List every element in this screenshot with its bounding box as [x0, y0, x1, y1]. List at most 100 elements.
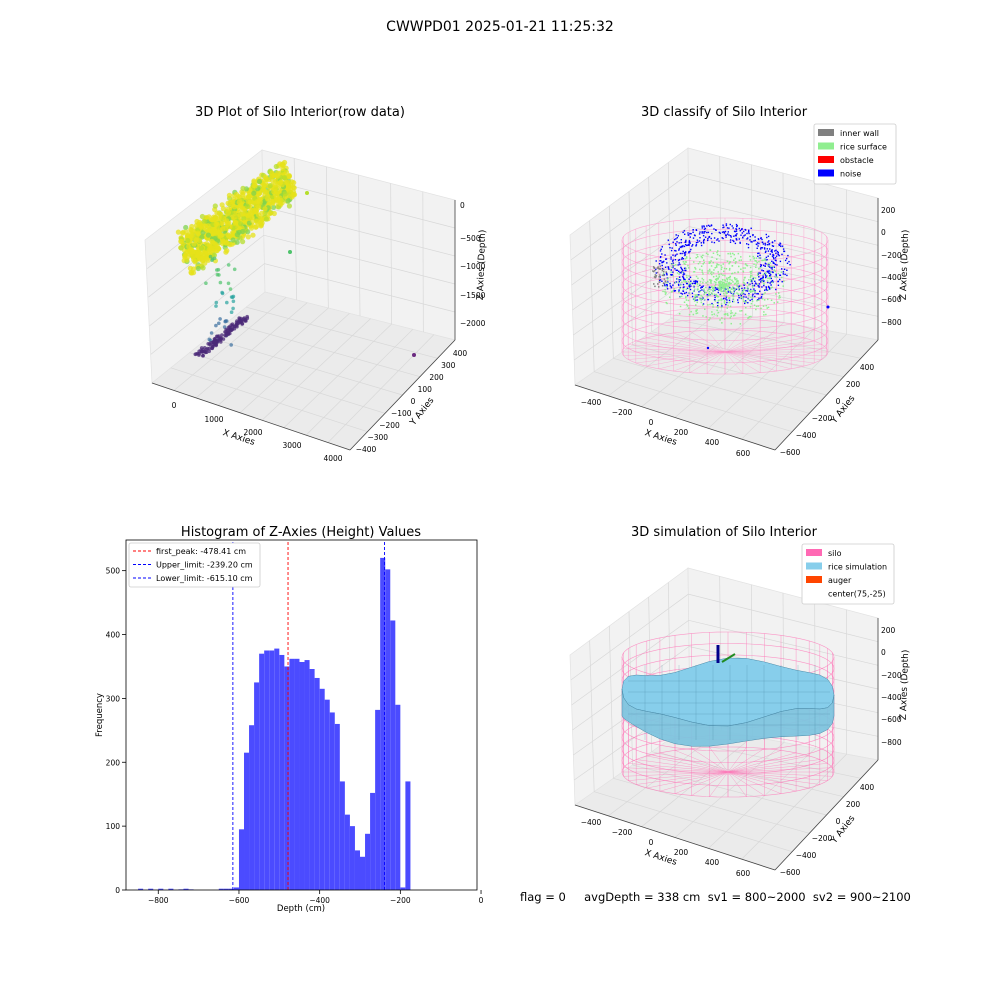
rice-surface-point: [681, 281, 683, 283]
z-axis-label: Z Axies (Depth): [476, 230, 488, 301]
noise-point: [732, 239, 734, 242]
noise-point: [676, 253, 678, 255]
noise-point: [743, 284, 745, 286]
silo-wall-spoke: [646, 771, 729, 789]
rice-surface-point: [740, 293, 742, 295]
z-tick-label: 0: [881, 648, 886, 657]
scatter-point: [189, 270, 195, 276]
inner-wall-point: [662, 274, 665, 277]
noise-point: [703, 226, 705, 228]
noise-point: [683, 286, 685, 288]
floor-grid-line: [170, 367, 368, 432]
scatter-point: [188, 230, 194, 236]
noise-point: [693, 282, 695, 284]
x-axis-line: [151, 382, 351, 451]
scatter-point: [210, 346, 215, 351]
simulation-plot: 3D simulation of Silo Interior−400−20002…: [569, 525, 911, 878]
noise-point: [766, 259, 768, 261]
rice-surface-point: [702, 281, 704, 284]
legend-swatch: [806, 562, 822, 570]
noise-point: [760, 264, 762, 267]
rice-surface-point: [717, 307, 719, 309]
rice-surface-point: [729, 301, 731, 303]
rice-surface-point: [701, 269, 703, 272]
histogram-bar: [304, 660, 310, 890]
scatter-point: [279, 182, 285, 188]
rice-surface-point: [716, 253, 719, 256]
noise-point: [732, 293, 735, 295]
rice-surface-point: [716, 266, 718, 268]
noise-point: [680, 246, 682, 249]
inner-wall-point: [658, 268, 661, 270]
rice-surface-point: [710, 282, 712, 284]
noise-point: [672, 265, 674, 267]
rice-surface-point: [700, 298, 702, 301]
noise-point: [727, 233, 729, 235]
noise-point: [761, 286, 763, 288]
y-tick-label: 0: [411, 397, 416, 406]
rice-surface-point: [733, 253, 735, 256]
noise-point: [682, 274, 684, 276]
rice-surface-point: [746, 286, 749, 288]
x-tick-label: −800: [148, 896, 169, 905]
y-tick-label: 100: [106, 822, 121, 831]
z-tick-label: 200: [881, 206, 896, 215]
noise-point: [758, 272, 760, 274]
silo-wall-spoke: [724, 351, 815, 364]
y-tick-label: 400: [860, 783, 875, 792]
rice-surface-point: [696, 294, 699, 297]
rice-surface-point: [720, 299, 722, 301]
inner-wall-point: [663, 278, 666, 280]
rice-surface-point: [734, 262, 737, 265]
z-tick-label: 0: [881, 228, 886, 237]
silo-wall-spoke: [724, 351, 804, 367]
rice-surface-point: [726, 260, 729, 262]
histogram-bar: [354, 850, 360, 890]
histogram-bar: [360, 856, 366, 890]
noise-point: [730, 236, 732, 238]
noise-point: [787, 254, 789, 257]
noise-point: [678, 248, 680, 250]
noise-point: [707, 239, 709, 242]
scatter-point: [234, 239, 240, 245]
noise-point: [658, 263, 661, 265]
noise-point: [719, 293, 721, 296]
histogram-bar: [289, 658, 295, 890]
noise-point: [721, 305, 723, 307]
noise-point: [675, 234, 677, 236]
rice-surface-point: [666, 282, 668, 284]
noise-point: [725, 224, 728, 227]
rice-surface-point: [694, 294, 697, 296]
y-tick-label: −400: [796, 851, 817, 860]
rice-surface-point: [695, 294, 698, 296]
rice-surface-point: [753, 257, 755, 259]
rice-surface-point: [744, 276, 746, 279]
noise-point: [682, 231, 684, 234]
rice-surface-point: [713, 287, 715, 289]
noise-point: [718, 231, 720, 234]
noise-point: [761, 293, 763, 296]
noise-point: [670, 249, 673, 252]
legend-swatch: [806, 549, 822, 556]
rice-surface-point: [693, 288, 696, 290]
scatter-point: [191, 266, 197, 272]
noise-point: [710, 224, 713, 226]
rice-surface-point: [723, 267, 726, 270]
noise-point: [673, 238, 676, 241]
noise-point: [721, 237, 723, 239]
rice-surface-point: [675, 264, 677, 266]
noise-point: [683, 230, 686, 232]
rice-surface-point: [716, 258, 718, 260]
inner-wall-point: [652, 266, 655, 268]
noise-point: [735, 223, 738, 226]
y-tick-label: 400: [860, 363, 875, 372]
noise-point: [667, 281, 669, 283]
rice-surface-point: [762, 293, 765, 296]
noise-point: [735, 238, 738, 240]
noise-point: [732, 227, 734, 229]
noise-point: [744, 293, 746, 296]
rice-surface-point: [732, 288, 734, 290]
noise-point: [723, 231, 725, 233]
noise-point: [783, 250, 785, 252]
noise-point: [762, 277, 764, 279]
